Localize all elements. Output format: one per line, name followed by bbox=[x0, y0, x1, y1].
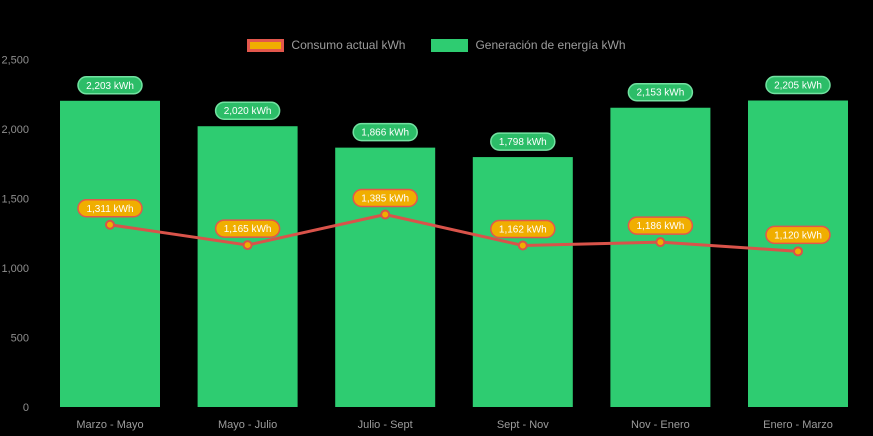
chart-legend: Consumo actual kWh Generación de energía… bbox=[0, 38, 873, 52]
legend-label-generacion: Generación de energía kWh bbox=[475, 38, 626, 52]
generation-badge bbox=[214, 101, 281, 120]
generation-badge-label: 2,203 kWh bbox=[86, 81, 134, 92]
generation-badge bbox=[352, 122, 418, 142]
consumption-badge-label: 1,162 kWh bbox=[499, 224, 547, 235]
generation-badge bbox=[627, 82, 694, 102]
generation-badge-label: 1,798 kWh bbox=[499, 137, 547, 148]
generation-bar[interactable] bbox=[197, 126, 298, 407]
legend-swatch-consumo bbox=[247, 38, 285, 52]
consumption-badge bbox=[627, 216, 694, 235]
consumption-badge-label: 1,165 kWh bbox=[224, 224, 272, 235]
consumption-point[interactable] bbox=[655, 237, 666, 248]
generation-badge-label: 2,020 kWh bbox=[224, 106, 272, 117]
legend-swatch-generacion bbox=[431, 38, 469, 52]
consumption-badge-label: 1,120 kWh bbox=[774, 230, 822, 241]
generation-badge bbox=[765, 75, 831, 95]
x-axis-label: Marzo - Mayo bbox=[76, 419, 143, 431]
y-axis-tick: 2,000 bbox=[1, 124, 29, 136]
consumption-point[interactable] bbox=[793, 246, 803, 257]
consumption-badge bbox=[77, 199, 143, 218]
x-axis-label: Julio - Sept bbox=[358, 419, 413, 431]
generation-bar[interactable] bbox=[60, 100, 160, 408]
generation-badge bbox=[77, 76, 143, 95]
consumption-badge bbox=[765, 225, 831, 245]
x-axis-label: Enero - Marzo bbox=[763, 419, 833, 431]
generation-badge-label: 2,205 kWh bbox=[774, 81, 822, 92]
legend-item-consumo[interactable]: Consumo actual kWh bbox=[247, 38, 405, 52]
x-axis-label: Nov - Enero bbox=[631, 419, 690, 431]
x-axis-label: Mayo - Julio bbox=[218, 419, 277, 431]
consumption-badge-label: 1,186 kWh bbox=[636, 221, 684, 232]
consumption-badge bbox=[490, 219, 556, 239]
generation-badge-label: 1,866 kWh bbox=[361, 128, 409, 139]
consumption-line bbox=[109, 212, 799, 253]
y-axis-tick: 1,500 bbox=[1, 194, 29, 206]
consumption-badge bbox=[214, 219, 281, 238]
legend-label-consumo: Consumo actual kWh bbox=[291, 38, 406, 52]
generation-bar[interactable] bbox=[472, 157, 573, 407]
consumption-badge-label: 1,385 kWh bbox=[361, 193, 409, 204]
consumption-point[interactable] bbox=[105, 219, 115, 230]
consumption-badge bbox=[352, 188, 418, 208]
y-axis-tick: 0 bbox=[23, 402, 29, 414]
consumption-point[interactable] bbox=[242, 240, 253, 251]
y-axis-tick: 1,000 bbox=[1, 263, 29, 275]
y-axis-tick: 2,500 bbox=[1, 55, 29, 67]
consumption-badge-label: 1,311 kWh bbox=[86, 204, 133, 215]
legend-item-generacion[interactable]: Generación de energía kWh bbox=[431, 38, 626, 52]
generation-badge-label: 2,153 kWh bbox=[636, 88, 684, 99]
x-axis-label: Sept - Nov bbox=[497, 419, 549, 431]
generation-bar[interactable] bbox=[335, 147, 436, 407]
consumption-point[interactable] bbox=[380, 209, 391, 220]
consumption-point[interactable] bbox=[517, 240, 528, 251]
generation-badge bbox=[490, 132, 556, 151]
y-axis-tick: 500 bbox=[11, 333, 29, 345]
generation-bar[interactable] bbox=[610, 107, 711, 407]
